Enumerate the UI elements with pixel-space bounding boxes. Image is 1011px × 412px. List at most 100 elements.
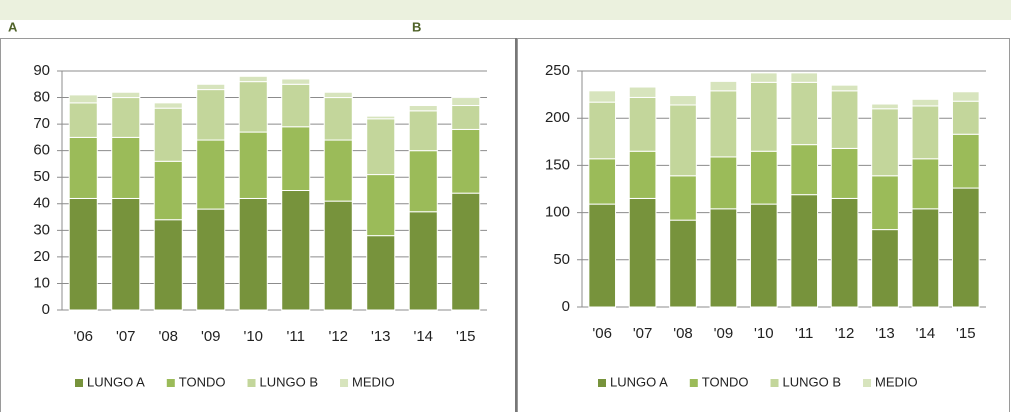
bar-segment	[709, 156, 738, 210]
panel-label: A	[8, 19, 18, 34]
bar-segment	[749, 203, 778, 308]
bar-segment	[111, 136, 141, 199]
bar-segment	[790, 81, 819, 146]
panel-label: B	[412, 19, 421, 34]
bar-segment	[68, 94, 98, 104]
legend-swatch	[863, 379, 872, 387]
x-tick-label: '11	[795, 325, 813, 342]
y-tick-label: 0	[42, 301, 50, 318]
bar-segment	[68, 136, 98, 199]
bar-segment	[709, 208, 738, 308]
bar-segment	[323, 139, 353, 202]
bar-segment	[366, 235, 396, 311]
bar-segment	[628, 96, 657, 152]
bar-segment	[366, 118, 396, 176]
bar-segment	[709, 90, 738, 158]
y-tick-label: 60	[33, 142, 50, 159]
legend-label: LUNGO B	[783, 374, 842, 389]
bar-segment	[238, 131, 268, 199]
legend-swatch	[166, 379, 175, 387]
x-tick-label: '09	[714, 325, 734, 342]
x-tick-label: '09	[201, 328, 221, 345]
bar-segment	[196, 89, 226, 141]
legend-label: LUNGO A	[87, 374, 145, 389]
bar-segment	[451, 105, 481, 130]
bar-segment	[281, 126, 311, 192]
bar-segment	[281, 78, 311, 85]
bar-segment	[749, 150, 778, 205]
y-tick-label: 50	[33, 168, 50, 185]
bar-segment	[749, 72, 778, 83]
bar-segment	[951, 187, 980, 308]
bar-segment	[871, 103, 899, 110]
legend: LUNGO A TONDO LUNGO B MEDIO	[598, 374, 918, 389]
bar-segment	[669, 95, 697, 106]
bar-segment	[153, 107, 183, 162]
x-tick-label: '14	[413, 328, 433, 345]
bar-segment	[153, 102, 183, 109]
y-tick-label: 80	[33, 89, 50, 106]
bar-segment	[408, 110, 438, 152]
y-tick-label: 150	[545, 156, 570, 173]
bar-segment	[588, 203, 617, 308]
y-tick-label: 10	[33, 274, 50, 291]
panel-frame	[517, 38, 1010, 412]
bar-segment	[281, 190, 311, 311]
bar-segment	[951, 100, 980, 135]
bar-segment	[911, 98, 940, 107]
x-tick-label: '10	[243, 328, 263, 345]
bar-segment	[111, 197, 141, 311]
x-tick-label: '15	[956, 325, 976, 342]
bar-segment	[451, 192, 481, 311]
y-tick-label: 200	[545, 109, 570, 126]
y-tick-label: 70	[33, 115, 50, 132]
legend-swatch	[770, 379, 779, 387]
bar-segment	[196, 208, 226, 311]
bar-segment	[281, 83, 311, 128]
title-banner	[0, 0, 1011, 20]
bar-segment	[830, 197, 859, 308]
legend-swatch	[75, 379, 83, 387]
bar-segment	[238, 81, 268, 133]
bar-segment	[68, 102, 98, 138]
legend-swatch	[689, 379, 698, 387]
bar-segment	[790, 194, 819, 308]
legend-label: TONDO	[702, 374, 749, 389]
bar-segment	[588, 90, 617, 103]
x-tick-label: '07	[633, 325, 653, 342]
y-tick-label: 0	[562, 298, 570, 315]
bar-segment	[628, 197, 657, 308]
bar-segment	[153, 160, 183, 221]
bar-segment	[749, 81, 778, 152]
bar-segment	[830, 147, 859, 199]
bar-segment	[408, 105, 438, 112]
x-tick-label: '15	[456, 328, 476, 345]
bar-segment	[408, 150, 438, 213]
legend-swatch	[598, 379, 606, 387]
legend: LUNGO A TONDO LUNGO B MEDIO	[75, 374, 395, 389]
x-tick-label: '10	[754, 325, 774, 342]
bar-segment	[153, 219, 183, 311]
legend-label: MEDIO	[875, 374, 918, 389]
bar-segment	[669, 219, 697, 308]
bar-segment	[238, 75, 268, 83]
bar-segment	[871, 175, 899, 231]
bar-segment	[628, 86, 657, 98]
bar-segment	[111, 91, 141, 99]
bar-segment	[628, 150, 657, 199]
legend-label: TONDO	[179, 374, 226, 389]
bar-segment	[366, 115, 396, 120]
bar-segment	[238, 197, 268, 311]
legend-swatch	[247, 379, 256, 387]
x-tick-label: '12	[328, 328, 348, 345]
bar-segment	[830, 84, 859, 92]
y-tick-label: 100	[545, 204, 570, 221]
bar-segment	[709, 80, 738, 92]
bar-segment	[196, 139, 226, 210]
bar-segment	[323, 97, 353, 141]
bar-segment	[451, 128, 481, 194]
y-tick-label: 20	[33, 248, 50, 265]
bar-segment	[111, 97, 141, 138]
bar-segment	[830, 90, 859, 149]
